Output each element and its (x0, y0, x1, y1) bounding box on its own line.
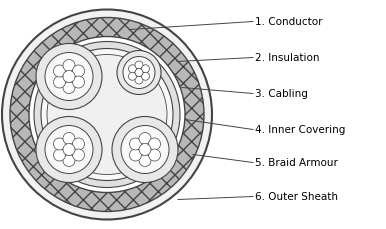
Circle shape (142, 65, 149, 74)
Circle shape (73, 66, 85, 78)
Circle shape (129, 73, 137, 81)
Circle shape (135, 62, 143, 70)
Circle shape (41, 49, 173, 181)
Circle shape (36, 44, 102, 110)
Circle shape (73, 77, 85, 89)
Text: 1. Conductor: 1. Conductor (255, 17, 322, 27)
Text: 4. Inner Covering: 4. Inner Covering (255, 125, 345, 135)
Circle shape (129, 149, 142, 161)
Circle shape (54, 66, 66, 78)
Circle shape (149, 149, 161, 161)
Circle shape (63, 71, 75, 83)
Circle shape (29, 37, 185, 193)
Circle shape (45, 126, 93, 174)
Text: 6. Outer Sheath: 6. Outer Sheath (255, 192, 338, 202)
Circle shape (10, 18, 204, 212)
Circle shape (34, 42, 180, 188)
Circle shape (121, 126, 169, 174)
Circle shape (123, 57, 155, 89)
Circle shape (45, 53, 93, 101)
Circle shape (47, 55, 167, 175)
Circle shape (139, 133, 151, 145)
Circle shape (54, 138, 66, 150)
Circle shape (129, 138, 142, 150)
Circle shape (142, 73, 149, 81)
Circle shape (63, 155, 75, 167)
Circle shape (117, 51, 161, 95)
Circle shape (149, 138, 161, 150)
Circle shape (63, 133, 75, 145)
Circle shape (54, 149, 66, 161)
Circle shape (63, 60, 75, 72)
Circle shape (112, 117, 178, 183)
Circle shape (135, 77, 143, 85)
Circle shape (73, 149, 85, 161)
Circle shape (54, 77, 66, 89)
Circle shape (36, 117, 102, 183)
Circle shape (63, 144, 75, 156)
Circle shape (63, 82, 75, 94)
Circle shape (135, 69, 143, 77)
Text: 5. Braid Armour: 5. Braid Armour (255, 158, 338, 168)
Circle shape (73, 138, 85, 150)
Circle shape (129, 65, 137, 74)
Text: 2. Insulation: 2. Insulation (255, 53, 320, 63)
Circle shape (139, 155, 151, 167)
Circle shape (2, 11, 212, 220)
Text: 3. Cabling: 3. Cabling (255, 89, 308, 99)
Circle shape (139, 144, 151, 156)
